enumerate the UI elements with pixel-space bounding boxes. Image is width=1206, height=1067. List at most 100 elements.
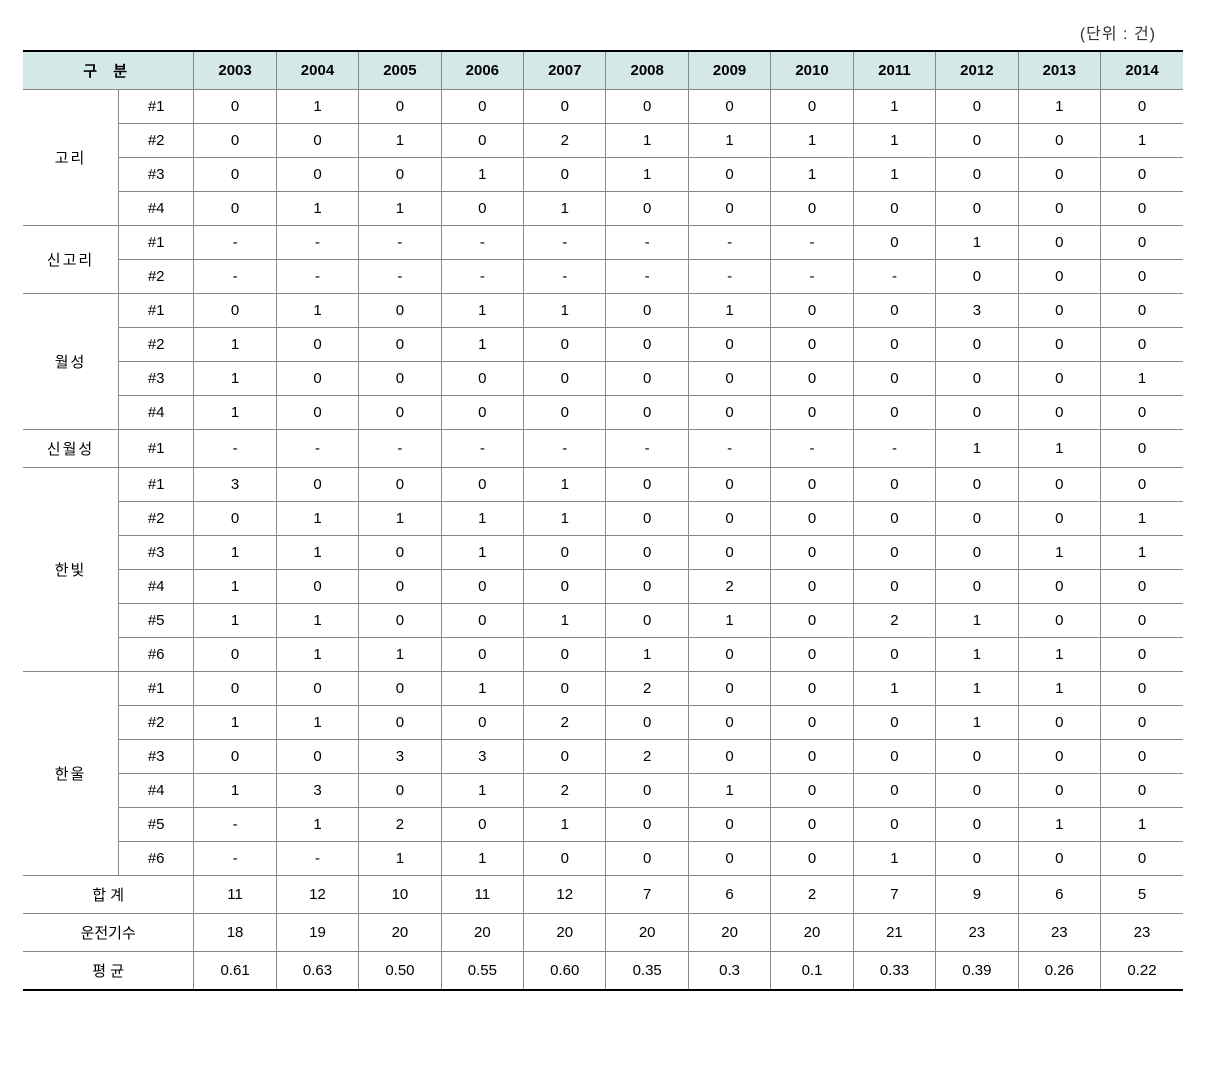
value-cell: 0 xyxy=(276,362,358,396)
value-cell: 1 xyxy=(276,706,358,740)
value-cell: 1 xyxy=(1101,808,1184,842)
value-cell: 0 xyxy=(771,604,853,638)
value-cell: 0 xyxy=(524,536,606,570)
value-cell: 0 xyxy=(853,328,935,362)
value-cell: 0 xyxy=(606,706,688,740)
unit-cell: #2 xyxy=(118,260,193,294)
value-cell: 0 xyxy=(853,774,935,808)
value-cell: 0 xyxy=(1101,396,1184,430)
value-cell: 0 xyxy=(359,570,441,604)
value-cell: 0 xyxy=(936,774,1018,808)
value-cell: 0 xyxy=(441,604,523,638)
value-cell: - xyxy=(441,430,523,468)
unit-cell: #2 xyxy=(118,328,193,362)
unit-cell: #5 xyxy=(118,604,193,638)
table-row: #5-12010000011 xyxy=(23,808,1183,842)
value-cell: 0 xyxy=(771,362,853,396)
value-cell: - xyxy=(194,808,276,842)
value-cell: 0 xyxy=(936,124,1018,158)
summary-row: 평 균0.610.630.500.550.600.350.30.10.330.3… xyxy=(23,952,1183,991)
value-cell: 0 xyxy=(688,158,770,192)
value-cell: - xyxy=(441,260,523,294)
value-cell: 1 xyxy=(276,808,358,842)
value-cell: 1 xyxy=(853,124,935,158)
value-cell: 0 xyxy=(1101,774,1184,808)
summary-value-cell: 0.60 xyxy=(524,952,606,991)
summary-row: 합 계11121011127627965 xyxy=(23,876,1183,914)
value-cell: 0 xyxy=(276,124,358,158)
value-cell: - xyxy=(276,430,358,468)
value-cell: 1 xyxy=(1101,362,1184,396)
value-cell: 0 xyxy=(936,362,1018,396)
unit-cell: #3 xyxy=(118,536,193,570)
value-cell: 0 xyxy=(276,158,358,192)
value-cell: 1 xyxy=(359,124,441,158)
value-cell: 1 xyxy=(936,672,1018,706)
value-cell: 0 xyxy=(441,90,523,124)
summary-value-cell: 6 xyxy=(688,876,770,914)
group-name-cell: 한울 xyxy=(23,672,118,876)
table-row: #3003302000000 xyxy=(23,740,1183,774)
value-cell: 0 xyxy=(771,502,853,536)
value-cell: 0 xyxy=(359,362,441,396)
summary-value-cell: 0.55 xyxy=(441,952,523,991)
summary-value-cell: 20 xyxy=(771,914,853,952)
summary-value-cell: 12 xyxy=(276,876,358,914)
unit-cell: #2 xyxy=(118,706,193,740)
value-cell: 1 xyxy=(524,294,606,328)
value-cell: 0 xyxy=(606,192,688,226)
value-cell: 0 xyxy=(1101,158,1184,192)
value-cell: 0 xyxy=(441,638,523,672)
summary-value-cell: 0.35 xyxy=(606,952,688,991)
value-cell: 0 xyxy=(853,740,935,774)
value-cell: 0 xyxy=(688,328,770,362)
table-row: 월성#1010110100300 xyxy=(23,294,1183,328)
value-cell: 0 xyxy=(194,294,276,328)
value-cell: 0 xyxy=(606,808,688,842)
header-year: 2005 xyxy=(359,51,441,90)
value-cell: 0 xyxy=(194,502,276,536)
data-table: 구 분 2003 2004 2005 2006 2007 2008 2009 2… xyxy=(23,50,1183,991)
value-cell: 3 xyxy=(194,468,276,502)
value-cell: 1 xyxy=(441,502,523,536)
value-cell: 1 xyxy=(936,604,1018,638)
value-cell: 0 xyxy=(688,672,770,706)
value-cell: 0 xyxy=(688,468,770,502)
value-cell: 1 xyxy=(441,158,523,192)
value-cell: 0 xyxy=(606,536,688,570)
value-cell: 0 xyxy=(524,328,606,362)
group-name-cell: 월성 xyxy=(23,294,118,430)
header-year: 2008 xyxy=(606,51,688,90)
value-cell: 1 xyxy=(276,604,358,638)
value-cell: 2 xyxy=(359,808,441,842)
value-cell: 0 xyxy=(853,362,935,396)
value-cell: 0 xyxy=(853,192,935,226)
value-cell: 0 xyxy=(771,294,853,328)
unit-cell: #5 xyxy=(118,808,193,842)
value-cell: 1 xyxy=(194,328,276,362)
value-cell: 1 xyxy=(276,294,358,328)
value-cell: 0 xyxy=(276,570,358,604)
value-cell: 0 xyxy=(606,294,688,328)
value-cell: 0 xyxy=(1018,604,1100,638)
summary-value-cell: 20 xyxy=(359,914,441,952)
unit-cell: #1 xyxy=(118,294,193,328)
value-cell: 0 xyxy=(853,396,935,430)
table-row: #2011110000001 xyxy=(23,502,1183,536)
summary-value-cell: 23 xyxy=(1018,914,1100,952)
value-cell: 0 xyxy=(1018,362,1100,396)
value-cell: 0 xyxy=(1101,672,1184,706)
value-cell: 0 xyxy=(1101,430,1184,468)
value-cell: 1 xyxy=(853,90,935,124)
value-cell: 1 xyxy=(1101,536,1184,570)
value-cell: 0 xyxy=(853,638,935,672)
value-cell: - xyxy=(853,260,935,294)
value-cell: 0 xyxy=(524,740,606,774)
unit-cell: #3 xyxy=(118,740,193,774)
value-cell: 0 xyxy=(771,468,853,502)
unit-cell: #6 xyxy=(118,638,193,672)
value-cell: - xyxy=(441,226,523,260)
value-cell: 0 xyxy=(359,328,441,362)
summary-value-cell: 0.50 xyxy=(359,952,441,991)
value-cell: 1 xyxy=(853,842,935,876)
